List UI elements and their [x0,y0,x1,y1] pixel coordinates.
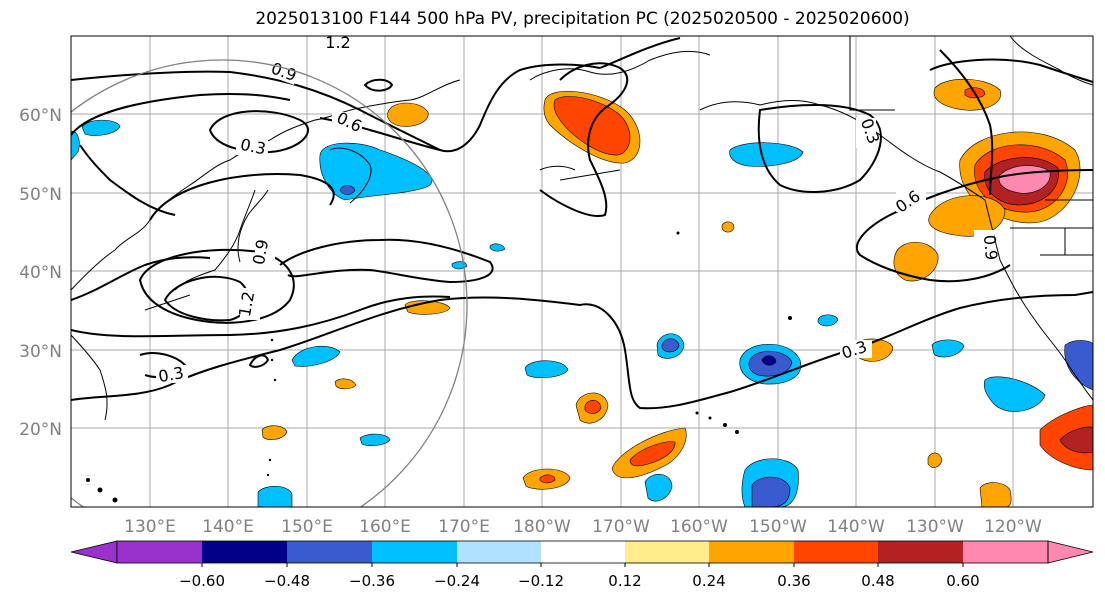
lon-label: 140°W [827,517,885,537]
contour-label: 0.9 [249,238,272,266]
colorbar-segment [457,541,541,563]
lon-label: 150°W [749,517,807,537]
contour-label: 0.3 [239,135,268,159]
lon-label: 130°E [124,517,176,537]
graticule [71,36,1093,507]
lon-label: 140°E [202,517,254,537]
pv-contours [71,37,1093,410]
lat-label: 40°N [19,263,62,283]
lon-labels: 130°E 140°E 150°E 160°E 170°E 180°W 170°… [124,517,1042,537]
lon-label: 180°W [513,517,571,537]
colorbar-tick-label: −0.36 [349,572,395,590]
map-canvas: 1.2 0.9 0.6 0.3 0.3 0.3 0.9 1.2 0.3 0.6 … [71,33,1093,507]
lon-label: 120°W [984,517,1042,537]
colorbar-segment [541,541,625,563]
contour-label: 1.2 [325,33,350,52]
map-title: 2025013100 F144 500 hPa PV, precipitatio… [255,9,910,29]
colorbar-tick-label: −0.12 [518,572,564,590]
colorbar-tick-label: −0.48 [264,572,310,590]
colorbar-tick-label: 0.12 [608,572,641,590]
colorbar-segment [202,541,287,563]
lat-label: 50°N [19,185,62,205]
contour-label: 0.3 [157,363,185,386]
colorbar: −0.60 −0.48 −0.36 −0.24 −0.12 0.12 0.24 … [70,540,1094,590]
colorbar-tick-label: 0.60 [946,572,979,590]
colorbar-tick-label: 0.48 [861,572,894,590]
colorbar-segment [287,541,372,563]
colorbar-tick-label: 0.24 [692,572,725,590]
colorbar-segment [878,541,963,563]
colorbar-extend-right [1047,540,1094,564]
colorbar-tick-label: −0.24 [434,572,480,590]
colorbar-tick-label: 0.36 [777,572,810,590]
contour-label: 0.9 [980,234,1001,261]
lat-label: 30°N [19,342,62,362]
colorbar-segment [625,541,709,563]
contour-label: 1.2 [235,290,258,318]
lat-label: 20°N [19,420,62,440]
islands [86,231,792,503]
colorbar-segment [117,541,202,563]
colorbar-segment [709,541,794,563]
colorbar-segment [963,541,1048,563]
lat-label: 60°N [19,106,62,126]
lon-label: 170°W [592,517,650,537]
colorbar-segment [372,541,457,563]
colorbar-segment [794,541,878,563]
lat-labels: 20°N 30°N 40°N 50°N 60°N [19,106,62,440]
map-frame [70,35,1094,508]
lon-label: 150°E [281,517,333,537]
lon-label: 160°W [670,517,728,537]
colorbar-tick-label: −0.60 [179,572,225,590]
colorbar-extend-left [70,540,118,564]
radius-circle [71,59,468,507]
lon-label: 170°E [438,517,490,537]
lon-label: 130°W [906,517,964,537]
lon-label: 160°E [359,517,411,537]
